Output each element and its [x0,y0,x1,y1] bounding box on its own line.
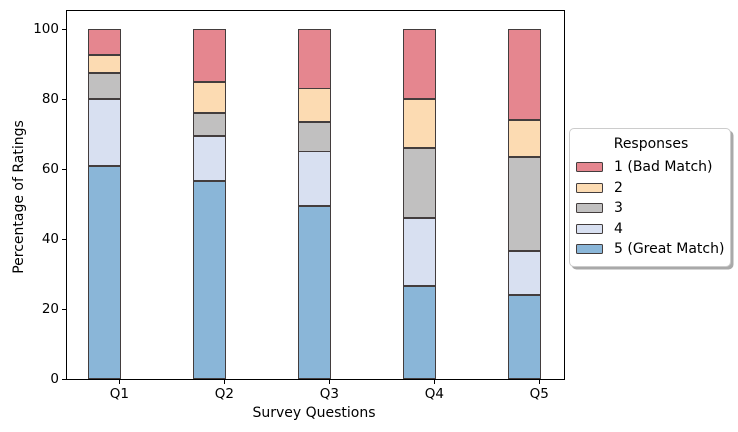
legend-item: 5 (Great Match) [576,239,726,260]
legend: Responses 1 (Bad Match) 2 3 4 5 (Great Match… [569,128,731,267]
y-tick [62,29,67,30]
bar-segment [507,251,541,295]
y-tick [62,309,67,310]
y-tick-label: 100 [33,21,59,37]
bar-segment [297,151,331,206]
bar-segment [87,28,121,56]
x-tick [434,379,436,384]
y-axis-label: Percentage of Ratings [11,120,27,274]
legend-item-label: 5 (Great Match) [614,241,725,258]
bar-segment [87,72,121,99]
bar-segment [192,112,226,136]
legend-item-label: 4 [614,220,623,237]
legend-swatch [576,162,603,173]
x-tick [119,379,121,384]
legend-item: 1 (Bad Match) [576,157,726,178]
y-tick [62,239,67,240]
bar-segment [192,29,226,82]
legend-swatch [576,203,603,214]
legend-item-label: 2 [614,179,623,196]
bar-segment [192,181,226,379]
legend-item: 3 [576,198,726,219]
y-tick-label: 80 [41,91,59,107]
bar-segment [402,148,436,218]
x-tick [224,379,226,384]
y-tick [62,169,67,170]
x-tick [539,379,541,384]
bar-segment [402,99,436,148]
y-tick-label: 0 [50,371,59,387]
bar-segment [507,156,541,252]
bar-segment [87,165,121,379]
plot-area: Q1 Q2 Q3 Q4 Q5 0 20 40 60 80 100 [33,10,565,402]
y-tick-label: 40 [41,231,59,247]
bar-segment [297,88,331,122]
bar-segment [402,29,436,99]
x-tick-label: Q5 [529,386,549,402]
legend-title: Responses [613,136,689,152]
legend-swatch [576,244,603,255]
bar-segment [192,81,226,113]
legend-items: 1 (Bad Match) 2 3 4 5 (Great Match) [576,157,726,260]
bar-segment [297,121,331,152]
legend-item: 2 [576,178,726,199]
y-tick [62,99,67,100]
bar-segment [507,119,541,157]
legend-item-label: 1 (Bad Match) [614,159,713,176]
bar-segment [402,286,436,379]
x-tick-label: Q2 [214,386,234,402]
bar-segment [507,29,541,120]
legend-swatch [576,223,603,234]
y-tick-label: 60 [41,161,59,177]
bar-segment [402,217,436,287]
legend-item-label: 3 [614,200,623,217]
y-tick-label: 20 [41,301,59,317]
bar-segment [87,55,121,73]
x-tick-label: Q1 [109,386,129,402]
x-tick [329,379,331,384]
legend-item: 4 [576,219,726,240]
bar-segment [507,295,541,379]
x-axis-label: Survey Questions [252,405,376,421]
legend-swatch [576,182,603,193]
bar-segment [297,29,331,89]
x-tick-label: Q4 [424,386,444,402]
y-tick [62,379,67,380]
bar-segment [297,205,331,379]
bar-segment [87,99,121,166]
bar-segment [192,135,226,182]
x-tick-label: Q3 [319,386,339,402]
